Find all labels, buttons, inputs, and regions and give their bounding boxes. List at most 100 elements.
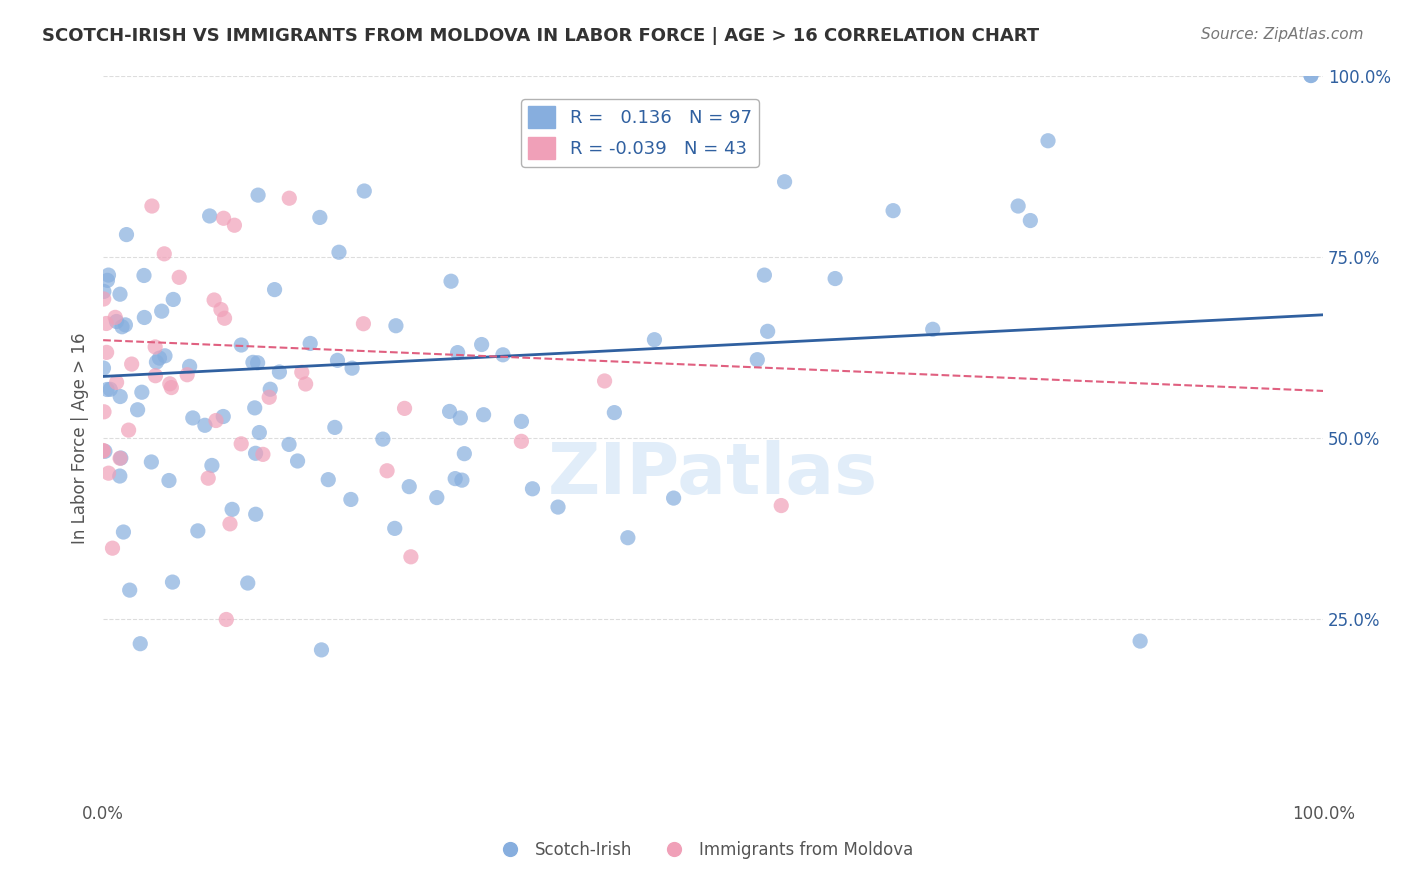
Point (212, 211, 235, 226)
Point (340, 492, 363, 507)
Point (323, 420, 346, 434)
Point (257, 390, 280, 404)
Point (252, 447, 274, 461)
Point (453, 447, 475, 461)
Point (299, 336, 322, 351)
Point (510, 414, 533, 428)
Point (247, 188, 270, 202)
Point (440, 274, 463, 288)
Point (132, 268, 155, 283)
Point (394, 401, 416, 416)
Point (446, 345, 468, 359)
Point (96, 273, 118, 287)
Point (231, 437, 253, 451)
Point (129, 637, 152, 651)
Point (617, 531, 640, 545)
Point (96, 317, 118, 331)
Point (91, 444, 114, 458)
Point (224, 219, 246, 233)
Point (236, 576, 259, 591)
Point (294, 376, 316, 391)
Point (194, 418, 217, 433)
Point (754, 268, 776, 282)
Point (747, 352, 769, 367)
Point (153, 349, 176, 363)
Point (157, 474, 180, 488)
Point (219, 516, 242, 531)
Point (98, 382, 121, 396)
Point (770, 499, 793, 513)
Point (921, 322, 943, 336)
Point (398, 480, 420, 494)
Point (150, 304, 173, 318)
Point (245, 446, 267, 460)
Point (97, 466, 120, 480)
Point (93, 285, 115, 299)
Point (1129, 634, 1152, 648)
Point (328, 245, 350, 260)
Point (141, 455, 163, 469)
Point (451, 473, 474, 487)
Point (162, 293, 184, 307)
Point (198, 209, 221, 223)
Point (269, 365, 291, 379)
Point (773, 175, 796, 189)
Point (197, 471, 219, 485)
Point (160, 381, 183, 395)
Text: SCOTCH-IRISH VS IMMIGRANTS FROM MOLDOVA IN LABOR FORCE | AGE > 16 CORRELATION CH: SCOTCH-IRISH VS IMMIGRANTS FROM MOLDOVA … (42, 27, 1039, 45)
Point (593, 374, 616, 388)
Point (131, 385, 153, 400)
Point (375, 464, 398, 478)
Point (385, 318, 408, 333)
Point (472, 408, 495, 422)
Point (214, 311, 236, 326)
Point (882, 203, 904, 218)
Point (215, 612, 238, 626)
Point (105, 314, 128, 328)
Point (205, 413, 228, 427)
Point (245, 508, 267, 522)
Point (159, 376, 181, 391)
Point (278, 437, 301, 451)
Point (384, 521, 406, 535)
Point (181, 411, 204, 425)
Point (311, 643, 333, 657)
Point (187, 524, 209, 538)
Point (1007, 199, 1029, 213)
Point (112, 524, 135, 539)
Point (121, 357, 143, 371)
Point (110, 450, 132, 465)
Point (326, 353, 349, 368)
Point (108, 287, 131, 301)
Point (91, 443, 114, 458)
Legend: R =   0.136   N = 97, R = -0.039   N = 43: R = 0.136 N = 97, R = -0.039 N = 43 (522, 99, 759, 167)
Point (162, 575, 184, 590)
Point (242, 355, 264, 369)
Point (167, 270, 190, 285)
Text: Source: ZipAtlas.com: Source: ZipAtlas.com (1201, 27, 1364, 42)
Point (492, 348, 515, 362)
Point (201, 458, 224, 473)
Point (110, 390, 132, 404)
Point (108, 451, 131, 466)
Point (287, 454, 309, 468)
Text: ZIPatlas: ZIPatlas (548, 440, 879, 508)
Point (603, 406, 626, 420)
Point (141, 199, 163, 213)
Point (426, 491, 449, 505)
Point (1299, 69, 1322, 83)
Point (353, 184, 375, 198)
Point (547, 500, 569, 514)
Point (1036, 134, 1059, 148)
Y-axis label: In Labor Force | Age > 16: In Labor Force | Age > 16 (72, 333, 89, 544)
Point (148, 351, 170, 365)
Point (114, 318, 136, 332)
Point (117, 423, 139, 437)
Point (93, 292, 115, 306)
Point (316, 473, 339, 487)
Point (118, 583, 141, 598)
Point (101, 541, 124, 556)
Point (308, 211, 330, 225)
Point (96, 383, 118, 397)
Point (134, 310, 156, 325)
